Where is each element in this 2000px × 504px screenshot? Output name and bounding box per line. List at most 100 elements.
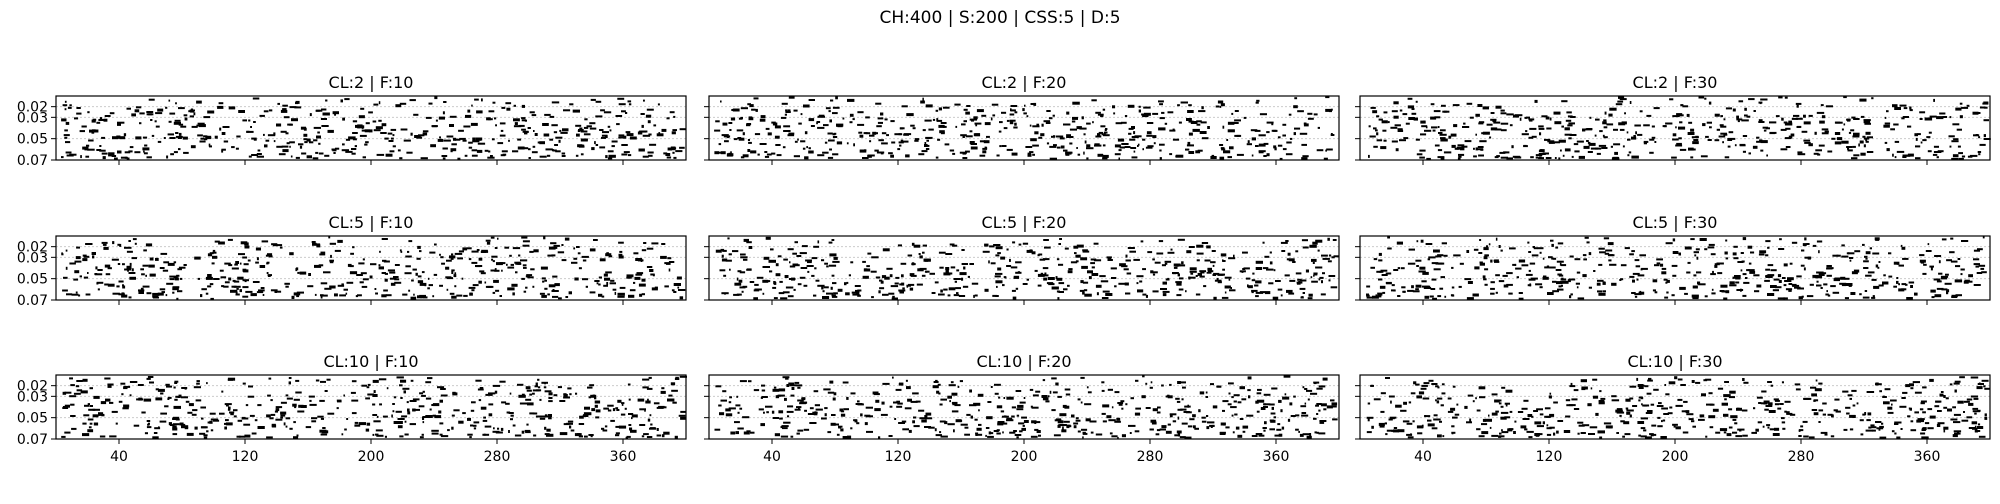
event-mark: [164, 405, 168, 407]
event-mark: [575, 393, 577, 395]
event-mark: [1677, 399, 1682, 401]
event-mark: [1676, 143, 1682, 146]
event-mark: [1879, 390, 1882, 392]
panel-marks: [1366, 236, 1987, 300]
event-mark: [727, 155, 733, 157]
event-mark: [1666, 292, 1668, 294]
event-mark: [418, 275, 422, 277]
event-mark: [808, 151, 814, 154]
event-mark: [467, 110, 470, 113]
event-mark: [1866, 141, 1869, 143]
event-mark: [1235, 110, 1239, 112]
event-mark: [890, 406, 893, 408]
event-mark: [405, 434, 409, 436]
event-mark: [750, 432, 755, 434]
event-mark: [398, 149, 401, 151]
event-mark: [1147, 122, 1153, 124]
event-mark: [789, 384, 796, 386]
event-mark: [1850, 398, 1853, 400]
event-mark: [783, 259, 788, 261]
event-mark: [287, 124, 292, 126]
event-mark: [201, 426, 206, 428]
event-mark: [1118, 139, 1124, 142]
event-mark: [1126, 255, 1128, 258]
event-mark: [139, 122, 141, 124]
event-mark: [155, 120, 157, 122]
event-mark: [978, 394, 984, 397]
event-mark: [1417, 153, 1423, 155]
event-mark: [1424, 382, 1430, 384]
event-mark: [1211, 426, 1213, 428]
event-mark: [271, 414, 276, 416]
event-mark: [1075, 255, 1080, 258]
event-mark: [1116, 122, 1123, 124]
event-mark: [359, 422, 367, 425]
event-mark: [1742, 295, 1746, 297]
event-mark: [1737, 261, 1743, 263]
event-mark: [1038, 435, 1041, 437]
event-mark: [828, 157, 833, 159]
event-mark: [796, 255, 801, 257]
event-mark: [1602, 147, 1608, 149]
event-mark: [242, 119, 247, 121]
event-mark: [1438, 263, 1444, 265]
event-mark: [679, 415, 686, 417]
event-mark: [350, 253, 354, 255]
event-mark: [224, 427, 227, 430]
event-mark: [743, 154, 749, 157]
event-mark: [1932, 296, 1935, 298]
event-mark: [1230, 406, 1237, 408]
event-mark: [890, 274, 893, 277]
event-mark: [1424, 415, 1430, 417]
event-mark: [1376, 132, 1378, 135]
event-mark: [1724, 118, 1726, 120]
event-mark: [1125, 115, 1127, 117]
event-mark: [248, 260, 251, 262]
event-mark: [1330, 399, 1335, 401]
event-mark: [64, 129, 68, 131]
event-mark: [61, 156, 64, 158]
event-mark: [925, 137, 932, 139]
event-mark: [1664, 297, 1668, 299]
event-mark: [507, 267, 514, 269]
event-mark: [257, 257, 259, 260]
event-mark: [1566, 399, 1570, 401]
event-mark: [1908, 154, 1914, 157]
event-mark: [66, 122, 70, 125]
event-mark: [1172, 272, 1179, 274]
event-mark: [467, 247, 472, 249]
event-mark: [268, 275, 271, 277]
event-mark: [1501, 110, 1505, 112]
event-mark: [514, 105, 516, 107]
event-mark: [187, 433, 194, 436]
event-mark: [1632, 405, 1637, 407]
event-mark: [1221, 148, 1225, 150]
event-mark: [1623, 145, 1625, 147]
event-mark: [366, 122, 370, 124]
event-mark: [543, 236, 545, 239]
event-mark: [280, 415, 285, 417]
event-mark: [1592, 379, 1597, 381]
event-mark: [411, 280, 414, 282]
event-mark: [264, 110, 269, 112]
event-mark: [1080, 290, 1085, 292]
event-mark: [723, 123, 728, 126]
event-mark: [135, 109, 140, 112]
event-mark: [122, 292, 125, 295]
event-mark: [405, 421, 407, 423]
x-tick-label: 120: [885, 449, 912, 465]
event-mark: [201, 418, 204, 420]
event-mark: [399, 157, 402, 159]
event-mark: [1168, 424, 1171, 426]
x-tick-label: 120: [1536, 449, 1563, 465]
event-mark: [902, 105, 908, 107]
event-mark: [834, 133, 837, 135]
event-mark: [254, 139, 257, 141]
event-mark: [363, 156, 366, 158]
event-mark: [1778, 297, 1785, 299]
event-mark: [1718, 388, 1723, 390]
event-mark: [211, 429, 213, 431]
event-mark: [337, 407, 339, 409]
event-mark: [1263, 427, 1267, 429]
event-mark: [1557, 420, 1563, 422]
